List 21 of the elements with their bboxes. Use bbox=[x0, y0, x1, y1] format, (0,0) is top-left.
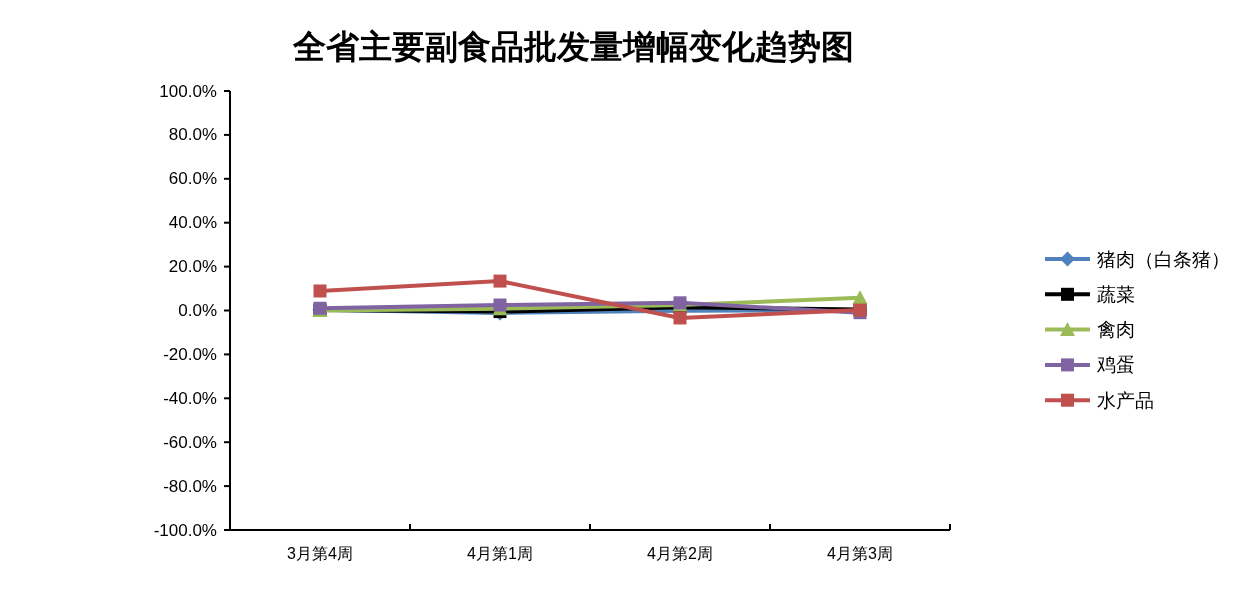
y-tick-label: 80.0% bbox=[168, 125, 217, 145]
y-tick-label: -20.0% bbox=[163, 344, 217, 364]
y-tick-label: 0.0% bbox=[178, 301, 217, 320]
x-tick-label: 3月第4周 bbox=[287, 544, 353, 562]
y-tick-label: 60.0% bbox=[168, 169, 217, 189]
y-tick-label: 20.0% bbox=[168, 257, 217, 277]
title: 全省主要副食品批发量增幅变化趋势图 bbox=[292, 29, 854, 65]
legend-label: 鸡蛋 bbox=[1097, 354, 1135, 376]
x-tick-label: 4月第1周 bbox=[467, 544, 533, 562]
y-tick-label: 40.0% bbox=[168, 213, 217, 233]
legend-label: 蔬菜 bbox=[1097, 283, 1135, 305]
x-tick-label: 4月第2周 bbox=[647, 544, 713, 562]
y-tick-label: 100.0% bbox=[159, 81, 217, 101]
y-tick-label: -80.0% bbox=[163, 476, 217, 496]
legend-label: 禽肉 bbox=[1097, 319, 1135, 341]
y-tick-label: -100.0% bbox=[153, 520, 217, 540]
legend-label: 猪肉（白条猪） bbox=[1097, 248, 1230, 270]
x-tick-label: 4月第3周 bbox=[827, 544, 893, 562]
y-tick-label: -40.0% bbox=[163, 388, 217, 408]
y-tick-label: -60.0% bbox=[163, 432, 217, 452]
legend-label: 水产品 bbox=[1097, 389, 1154, 411]
